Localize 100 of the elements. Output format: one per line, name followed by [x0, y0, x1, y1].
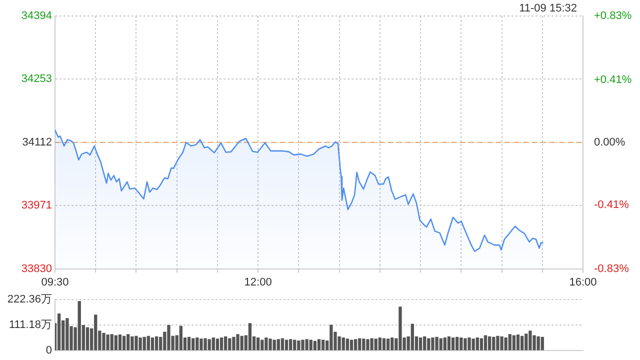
y-tick-label: 34253	[21, 73, 52, 86]
bar	[187, 336, 191, 350]
bar	[317, 339, 321, 350]
y2-tick-label: -0.83%	[594, 262, 630, 275]
bar	[57, 314, 61, 350]
bar	[382, 338, 386, 350]
bar	[374, 338, 378, 350]
bar	[224, 336, 228, 350]
bar	[488, 336, 492, 350]
bar	[358, 338, 362, 350]
bar	[431, 338, 434, 350]
bar	[480, 338, 484, 350]
bar	[78, 300, 81, 350]
bar	[102, 332, 106, 350]
bar	[146, 336, 150, 350]
bar	[126, 334, 130, 350]
bar	[309, 340, 312, 350]
bar	[114, 335, 118, 350]
y-tick-label: 34112	[22, 136, 52, 148]
bar	[313, 340, 317, 350]
bar	[179, 326, 182, 350]
bar	[435, 336, 438, 350]
bar	[94, 314, 98, 350]
y-tick-label: 111.18万	[8, 319, 52, 332]
bar	[460, 338, 463, 350]
bar	[297, 340, 300, 350]
y-tick-label: 33971	[21, 200, 52, 212]
bar	[456, 336, 459, 350]
bar	[386, 338, 390, 350]
bar	[516, 334, 520, 350]
bar	[524, 334, 528, 350]
bar	[528, 330, 532, 350]
bar	[66, 318, 69, 350]
bar	[150, 338, 154, 350]
bar	[276, 339, 280, 350]
bar	[484, 335, 488, 350]
bar	[212, 338, 215, 350]
bar	[338, 336, 341, 350]
x-tick-label: 16:00	[569, 276, 597, 288]
bar	[200, 338, 203, 350]
bar	[248, 323, 252, 350]
bar	[293, 340, 296, 350]
bar	[167, 324, 170, 350]
bar	[130, 336, 134, 350]
bar	[476, 338, 479, 350]
bar	[500, 336, 504, 350]
bar	[423, 336, 426, 350]
bar	[272, 340, 276, 350]
bar	[264, 338, 268, 350]
bar	[447, 336, 451, 350]
bar	[216, 338, 220, 350]
bar	[508, 334, 512, 350]
y2-tick-label: -0.41%	[594, 198, 630, 211]
bar	[284, 340, 288, 350]
bar	[492, 336, 496, 350]
bar	[350, 340, 354, 350]
bar	[366, 339, 370, 350]
bar	[260, 340, 264, 350]
bar	[378, 338, 382, 350]
bar	[268, 338, 272, 350]
bar	[520, 336, 524, 350]
bar	[196, 338, 199, 350]
text: 11-09 15:32	[519, 2, 577, 15]
bar	[256, 338, 260, 350]
bar	[106, 334, 110, 350]
bar	[330, 324, 333, 350]
bar	[346, 338, 350, 350]
bar	[208, 339, 211, 350]
bar	[305, 339, 308, 350]
bar	[301, 340, 304, 350]
bar	[418, 338, 422, 350]
y-tick-label: 33830	[21, 262, 52, 275]
x-tick-label: 12:00	[244, 276, 272, 288]
bar	[536, 336, 540, 350]
bar	[236, 334, 240, 350]
bar	[204, 338, 207, 350]
bar	[86, 327, 90, 350]
bar	[192, 338, 195, 350]
y2-tick-label: +0.41%	[594, 74, 632, 86]
bar	[390, 338, 394, 350]
bar	[110, 334, 114, 350]
bar	[228, 338, 232, 350]
bar	[464, 338, 467, 350]
bar	[512, 335, 516, 350]
bar	[504, 338, 508, 350]
y-tick-label: 0	[46, 344, 52, 356]
bar	[427, 338, 430, 350]
bar	[122, 336, 126, 350]
bar	[138, 338, 142, 350]
bar	[451, 338, 455, 350]
bar	[342, 338, 345, 350]
bar	[540, 336, 544, 350]
bar	[398, 306, 402, 350]
y2-tick-label: 0.00%	[594, 136, 626, 148]
bar	[118, 334, 122, 350]
bar	[280, 338, 284, 350]
bar	[472, 338, 475, 350]
bar	[362, 338, 366, 350]
bar	[288, 339, 292, 350]
bar	[354, 339, 358, 350]
